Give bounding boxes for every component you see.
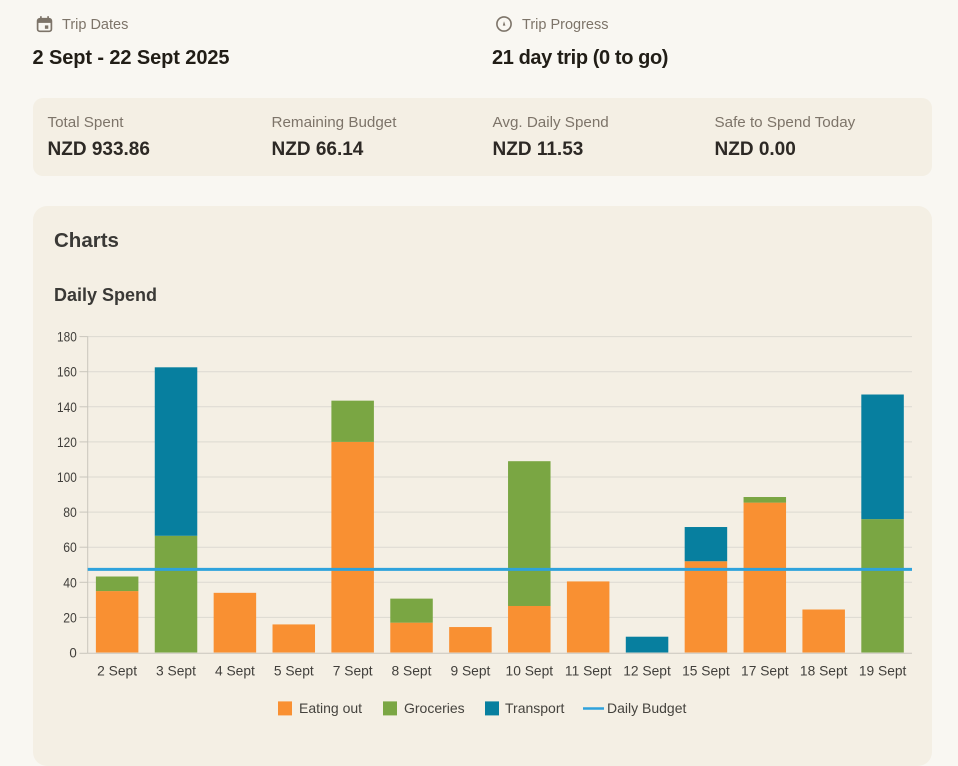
svg-text:17 Sept: 17 Sept <box>741 663 789 678</box>
svg-text:7 Sept: 7 Sept <box>333 663 373 678</box>
svg-text:3 Sept: 3 Sept <box>156 663 196 678</box>
svg-text:Groceries: Groceries <box>404 700 465 716</box>
svg-text:Eating out: Eating out <box>299 700 362 716</box>
svg-text:180: 180 <box>57 329 77 345</box>
svg-text:18 Sept: 18 Sept <box>800 663 848 678</box>
svg-text:15 Sept: 15 Sept <box>682 663 730 678</box>
svg-text:140: 140 <box>57 399 77 415</box>
svg-text:4 Sept: 4 Sept <box>215 663 255 678</box>
svg-text:120: 120 <box>57 434 77 450</box>
svg-text:0: 0 <box>69 645 77 661</box>
svg-text:19 Sept: 19 Sept <box>859 663 907 678</box>
svg-text:Daily Budget: Daily Budget <box>607 700 686 716</box>
svg-text:5 Sept: 5 Sept <box>274 663 314 678</box>
svg-text:100: 100 <box>57 469 77 485</box>
svg-text:12 Sept: 12 Sept <box>623 663 671 678</box>
svg-text:Transport: Transport <box>505 700 565 716</box>
svg-text:80: 80 <box>63 504 77 520</box>
svg-text:160: 160 <box>57 364 77 380</box>
svg-text:10 Sept: 10 Sept <box>506 663 554 678</box>
svg-text:60: 60 <box>63 539 77 555</box>
svg-text:2 Sept: 2 Sept <box>97 663 137 678</box>
svg-text:11 Sept: 11 Sept <box>565 663 612 678</box>
svg-text:40: 40 <box>63 574 77 590</box>
svg-text:20: 20 <box>63 609 77 625</box>
svg-text:9 Sept: 9 Sept <box>450 663 490 678</box>
svg-text:8 Sept: 8 Sept <box>392 663 432 678</box>
